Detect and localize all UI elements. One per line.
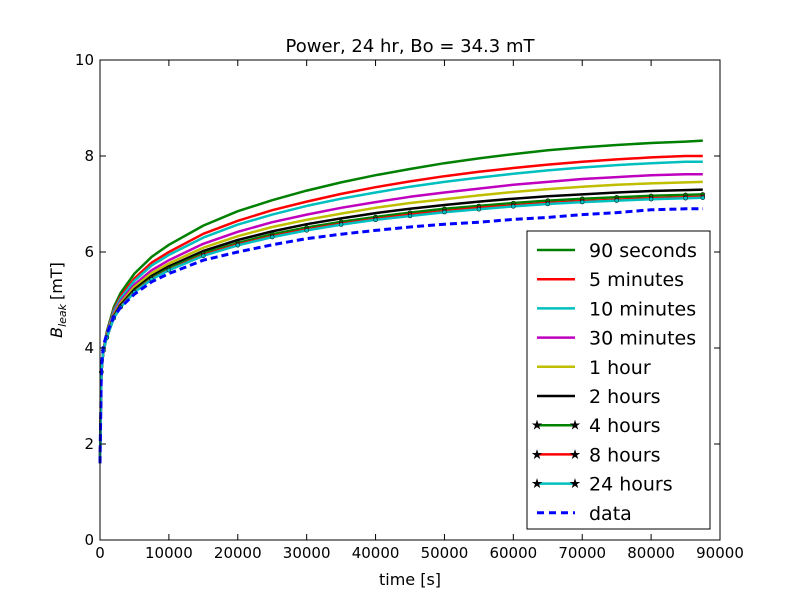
legend-marker-star: ★ [570,447,581,461]
legend-label: 1 hour [589,357,651,379]
series-point [166,267,172,273]
x-axis: 0 10000 20000 30000 40000 50000 60000 70000 8000… [95,60,744,562]
y-tick-label: 10 [75,51,94,69]
y-axis-label: Bleak [mT] [47,262,69,338]
series-point [683,195,688,201]
legend-marker-star: ★ [570,477,581,491]
y-axis-label-symbol: B [47,327,66,338]
legend: 90 seconds 5 minutes 10 minutes 30 minutes 1… [526,230,711,530]
x-tick-label: 10000 [145,544,193,562]
legend-marker-star: ★ [532,447,543,461]
legend-label: 24 hours [589,474,673,496]
series-point [407,213,413,219]
series-point [511,204,516,209]
series-point [442,209,447,215]
series-point [304,228,309,233]
series-point [579,199,585,205]
y-tick-label: 4 [84,339,94,357]
series-point [201,253,206,259]
y-tick-label: 8 [84,147,94,165]
x-tick-label: 80000 [627,544,675,562]
legend-marker-star: ★ [532,477,543,491]
axes-frame [99,59,721,541]
series-layer [98,139,706,464]
x-tick-label: 60000 [489,544,537,562]
x-tick-label: 20000 [214,544,262,562]
legend-label: 5 minutes [589,269,684,291]
legend-label: 10 minutes [589,298,696,320]
x-axis-label: time [s] [379,570,441,589]
y-axis-label-subscript: leak [56,303,69,327]
legend-label: 8 hours [589,444,661,466]
x-tick-label: 0 [95,544,105,562]
x-tick-label: 50000 [421,544,469,562]
legend-marker-star: ★ [532,418,543,432]
y-tick-label: 6 [84,243,94,261]
series-point [545,201,551,207]
x-tick-label: 90000 [696,544,744,562]
series-point [476,207,482,212]
legend-label: 2 hours [589,386,661,408]
legend-label: 4 hours [589,415,661,437]
y-tick-label: 2 [84,435,94,453]
series-point [338,222,344,227]
series-point [648,196,654,202]
series-point [700,195,706,201]
legend-label: 30 minutes [589,328,696,350]
legend-frame [526,230,711,530]
legend-label: data [589,503,632,525]
x-tick-label: 40000 [352,544,400,562]
x-tick-label: 30000 [283,544,331,562]
series-point [614,198,619,203]
y-axis: 0 2 4 6 8 10 [75,51,720,549]
x-tick-label: 70000 [558,544,606,562]
legend-label: 90 seconds [589,240,697,262]
y-tick-label: 0 [84,531,94,549]
legend-marker-star: ★ [570,418,581,432]
y-axis-label-unit: [mT] [47,262,66,300]
series-point [373,217,378,223]
chart-title: Power, 24 hr, Bo = 34.3 mT [286,36,536,57]
series-point [235,243,241,248]
series-point [269,234,275,240]
series-line-data [98,207,703,464]
